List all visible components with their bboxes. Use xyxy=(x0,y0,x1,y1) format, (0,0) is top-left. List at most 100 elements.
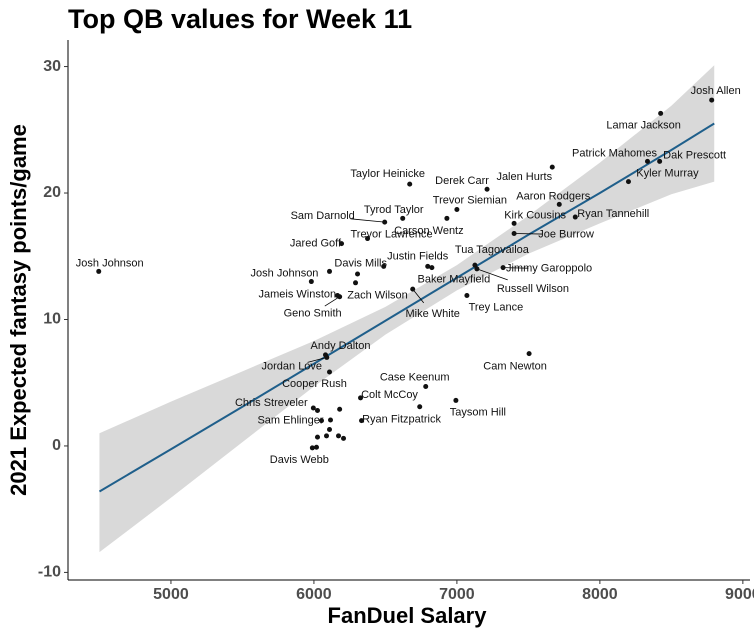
point-label: Cam Newton xyxy=(483,361,547,373)
leader-line xyxy=(476,268,508,281)
point-label: Derek Carr xyxy=(435,175,489,187)
point xyxy=(454,206,460,212)
point-label: Tua Tagovailoa xyxy=(455,244,530,256)
point xyxy=(327,427,333,433)
point xyxy=(359,418,365,424)
point xyxy=(657,158,663,164)
point-label: Baker Mayfield xyxy=(417,274,490,286)
point xyxy=(327,369,333,375)
point xyxy=(308,279,314,285)
point-label: Taysom Hill xyxy=(450,406,506,418)
point xyxy=(423,384,429,390)
point xyxy=(549,164,555,170)
y-axis-label: 2021 Expected fantasy points/game xyxy=(6,124,31,496)
point-label: Russell Wilson xyxy=(497,283,569,295)
point xyxy=(310,405,316,411)
point-label: Patrick Mahomes xyxy=(572,147,657,159)
leader-line xyxy=(324,296,340,307)
point-label: Aaron Rodgers xyxy=(516,190,590,202)
point-label: Davis Mills xyxy=(334,257,387,269)
chart-title: Top QB values for Week 11 xyxy=(68,4,412,34)
point xyxy=(444,215,450,221)
y-tick-label: 0 xyxy=(52,437,61,454)
y-tick-label: 10 xyxy=(43,311,61,328)
point xyxy=(382,219,388,225)
point-label: Josh Johnson xyxy=(76,257,144,269)
point-label: Zach Wilson xyxy=(347,289,408,301)
y-tick-label: -10 xyxy=(38,564,61,581)
point xyxy=(400,215,406,221)
point-label: Sam Ehlinger xyxy=(257,415,323,427)
point-label: Joe Burrow xyxy=(538,228,594,240)
point xyxy=(658,110,664,116)
point xyxy=(464,292,470,298)
point-label: Ryan Tannehill xyxy=(577,208,649,220)
leader-line xyxy=(412,288,425,304)
point-label: Justin Fields xyxy=(387,250,449,262)
point xyxy=(355,271,361,277)
leader-line xyxy=(350,218,385,223)
point-label: Geno Smith xyxy=(284,308,342,320)
point xyxy=(318,418,324,424)
point xyxy=(337,294,343,300)
point xyxy=(324,433,330,439)
point xyxy=(625,179,631,185)
point xyxy=(472,262,478,268)
point-label: Trey Lance xyxy=(469,301,524,313)
point xyxy=(96,268,102,274)
point-label: Jordan Love xyxy=(262,360,323,372)
point xyxy=(410,286,416,292)
x-tick-label: 8000 xyxy=(582,586,618,603)
point-label: Andy Dalton xyxy=(311,340,371,352)
point-label: Trevor Siemian xyxy=(433,194,507,206)
point xyxy=(309,445,315,451)
point-label: Jared Goff xyxy=(290,238,342,250)
point xyxy=(511,220,517,226)
point-label: Jameis Winston xyxy=(259,288,337,300)
point xyxy=(314,434,320,440)
point xyxy=(425,263,431,269)
point xyxy=(314,408,320,414)
point-label: Chris Streveler xyxy=(235,397,308,409)
point xyxy=(358,395,364,401)
point xyxy=(337,406,343,412)
y-tick-label: 20 xyxy=(43,184,61,201)
point xyxy=(526,351,532,357)
point xyxy=(556,201,562,207)
point-label: Davis Webb xyxy=(270,454,329,466)
point-label: Josh Allen xyxy=(691,85,741,97)
point-label: Lamar Jackson xyxy=(606,119,681,131)
point-label: Trevor Lawrence xyxy=(350,228,432,240)
point-label: Taylor Heinicke xyxy=(350,168,425,180)
point xyxy=(407,181,413,187)
point-label: Cooper Rush xyxy=(282,378,347,390)
point xyxy=(572,214,578,220)
point xyxy=(484,186,490,192)
point-label: Mike White xyxy=(406,308,460,320)
point xyxy=(341,435,347,441)
point xyxy=(709,97,715,103)
point-label: Kyler Murray xyxy=(636,168,699,180)
point xyxy=(500,265,506,271)
point-label: Carson Wentz xyxy=(394,225,464,237)
leader-line xyxy=(514,233,543,235)
point xyxy=(381,263,387,269)
leader-line xyxy=(503,267,529,269)
point xyxy=(453,397,459,403)
point-label: Case Keenum xyxy=(380,371,450,383)
x-tick-label: 7000 xyxy=(439,586,475,603)
point xyxy=(313,444,319,450)
x-axis-label: FanDuel Salary xyxy=(328,603,488,628)
point xyxy=(429,265,435,271)
point xyxy=(417,404,423,410)
point-label: Jalen Hurts xyxy=(496,171,552,183)
leader-line xyxy=(307,357,327,363)
point xyxy=(365,236,371,242)
x-tick-label: 5000 xyxy=(153,586,189,603)
x-tick-label: 6000 xyxy=(296,586,332,603)
point-label: Sam Darnold xyxy=(291,210,355,222)
point-label: Josh Johnson xyxy=(251,267,319,279)
point xyxy=(474,266,480,272)
point xyxy=(328,417,334,423)
